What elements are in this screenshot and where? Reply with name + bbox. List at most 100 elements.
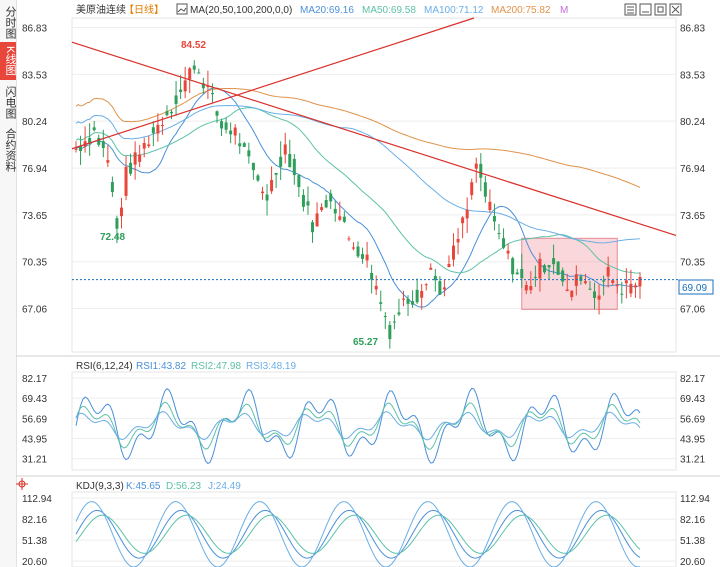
moving-average-lines (75, 87, 641, 308)
rsi-tick-right: 69.43 (680, 394, 705, 405)
candle-body (502, 238, 506, 248)
candle-body (283, 144, 287, 155)
candle-body (379, 302, 383, 304)
candle-body (547, 265, 551, 268)
crosshair-icon[interactable] (16, 478, 28, 490)
candle-body (442, 287, 446, 290)
candle-body (365, 254, 369, 261)
instrument-title: 美原油连续 (76, 3, 126, 16)
legend-ma50: MA50:69.58 (362, 5, 416, 16)
candle-body (320, 207, 324, 211)
y-tick-right: 73.65 (680, 211, 705, 222)
candle-body (206, 85, 210, 87)
candle-body (256, 175, 260, 181)
candle-body (429, 267, 433, 270)
y-tick-left: 83.53 (22, 70, 47, 81)
settings-icon[interactable] (624, 3, 637, 16)
y-tick-right: 86.83 (680, 24, 705, 35)
y-tick-right: 83.53 (680, 70, 705, 81)
kdj-lines (75, 501, 641, 567)
rsi-tick-left: 69.43 (22, 394, 47, 405)
ma-params: MA(20,50,100,200,0,0) (190, 5, 292, 16)
candle-body (606, 267, 610, 277)
candle-body (438, 281, 442, 295)
candle-body (351, 247, 355, 249)
candle-body (88, 137, 92, 144)
y-axis-labels: 86.83 86.83 83.53 83.53 80.24 80.24 76.94 76.94… (22, 24, 710, 567)
period-label: 【日线】 (124, 3, 164, 16)
candle-body (210, 92, 214, 95)
candle-body (570, 290, 574, 298)
rsi-tick-right: 56.69 (680, 414, 705, 425)
candle-body (406, 298, 410, 304)
ma50-line (75, 107, 641, 274)
legend-ma20: MA20:69.16 (300, 5, 354, 16)
tab-contract-info[interactable]: 合约资料 (4, 128, 16, 172)
rsi-tick-right: 31.21 (680, 455, 705, 466)
tab-flash-chart[interactable]: 闪电图 (4, 85, 16, 119)
ma20-line (75, 87, 641, 308)
legend-j: J:24.49 (208, 481, 241, 492)
y-tick-right: 80.24 (680, 117, 705, 128)
candle-body (488, 201, 492, 211)
tab-intraday[interactable]: 分时图 (4, 5, 16, 39)
legend-rsi2: RSI2:47.98 (191, 361, 241, 372)
candle-body (92, 127, 96, 131)
candle-body (297, 175, 301, 188)
restore-icon[interactable] (654, 3, 667, 16)
legend-m: M (560, 5, 568, 16)
ma200-line (75, 88, 641, 188)
candle-body (383, 316, 387, 318)
candle-body (556, 261, 560, 275)
close-icon[interactable] (669, 3, 682, 16)
downtrend-line (71, 41, 677, 237)
candle-body (483, 182, 487, 197)
candle-body (520, 269, 524, 279)
candle-body (533, 276, 537, 278)
candle-body (188, 68, 192, 80)
candle-body (324, 200, 328, 208)
y-tick-left: 70.35 (22, 258, 47, 269)
low-annotation-1: 72.48 (100, 232, 125, 243)
candle-body (492, 216, 496, 222)
candle-body (511, 258, 515, 275)
candle-body (119, 207, 123, 217)
minimize-icon[interactable] (639, 3, 652, 16)
candle-body (242, 143, 246, 147)
candle-body (374, 285, 378, 290)
candle-body (461, 217, 465, 224)
candle-body (615, 285, 619, 287)
candle-body (174, 95, 178, 104)
candle-body (497, 233, 501, 235)
candle-body (397, 312, 401, 315)
kdj-tick-right: 20.60 (680, 557, 705, 567)
candle-body (415, 289, 419, 303)
image-icon[interactable] (176, 3, 188, 15)
candle-body (620, 293, 624, 295)
tab-kline[interactable]: K线图 (0, 42, 16, 80)
candle-body (238, 143, 242, 147)
candle-body (392, 321, 396, 323)
legend-rsi3: RSI3:48.19 (246, 361, 296, 372)
y-tick-left: 76.94 (22, 164, 47, 175)
panel-frame (71, 17, 677, 353)
candle-body (301, 195, 305, 207)
y-tick-left: 67.06 (22, 305, 47, 316)
candle-body (179, 89, 183, 92)
candle-body (315, 213, 319, 227)
candle-body (270, 180, 274, 192)
candle-body (338, 216, 342, 220)
candle-body (347, 238, 351, 240)
legend-ma100: MA100:71.12 (424, 5, 484, 16)
candle-body (292, 158, 296, 176)
candle-body (552, 258, 556, 265)
candle-body (133, 152, 137, 165)
panel-frame (71, 371, 677, 471)
candle-body (106, 160, 110, 163)
candle-body (474, 163, 478, 169)
kdj-tick-left: 82.16 (22, 515, 47, 526)
candle-body (388, 325, 392, 340)
ma100-line (75, 105, 641, 244)
candle-body (288, 154, 292, 168)
